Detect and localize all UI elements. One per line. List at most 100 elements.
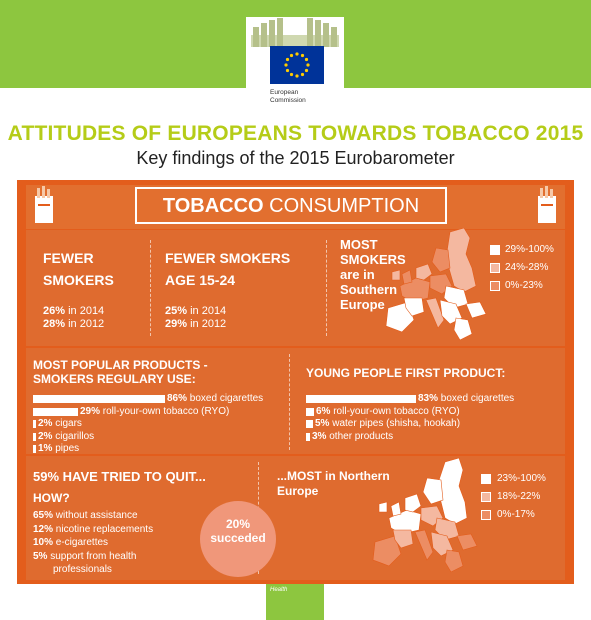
legend-label: 29%-100% (505, 244, 554, 255)
stat-text: in 2012 (187, 318, 227, 330)
divider (150, 240, 151, 336)
divider (326, 240, 327, 336)
product-label: 86% boxed cigarettes (167, 394, 263, 404)
stat-line: 28% in 2012 (43, 318, 104, 331)
popular-heading: MOST POPULAR PRODUCTS - SMOKERS REGULARY… (33, 358, 208, 386)
product-bar (33, 420, 36, 428)
legend-label: 23%-100% (497, 473, 546, 484)
legend-label: 0%-23% (505, 280, 543, 291)
product-value: 29% (80, 405, 101, 417)
product-value: 83% (418, 393, 439, 404)
heading-line: FEWER SMOKERS (165, 250, 291, 266)
divider (289, 354, 290, 450)
product-value: 5% (315, 418, 330, 429)
success-value: 20% (225, 517, 251, 531)
list-item: 12% nicotine replacements (33, 523, 153, 537)
eu-stars-icon (284, 52, 310, 78)
product-name: boxed cigarettes (187, 393, 264, 404)
heading-line: SMOKERS REGULARY USE: (33, 372, 196, 386)
quit-how: HOW? (33, 491, 70, 505)
stat-line: 26% in 2014 (43, 305, 104, 318)
south-line: are in (340, 267, 375, 282)
stat-value: 25% (165, 305, 188, 317)
legend-label: 18%-22% (497, 491, 541, 502)
product-value: 2% (38, 418, 53, 429)
list-item: 10% e-cigarettes (33, 536, 153, 550)
product-name: roll-your-own tobacco (RYO) (100, 405, 230, 417)
product-label: 83% boxed cigarettes (418, 394, 514, 404)
product-bar (306, 395, 416, 403)
europe-map-north (372, 457, 478, 573)
fewer-young-heading: FEWER SMOKERS AGE 15-24 (165, 247, 290, 291)
stat-value: 28% (43, 318, 66, 330)
page-title: ATTITUDES OF EUROPEANS TOWARDS TOBACCO 2… (7, 122, 584, 145)
consumption-section (26, 230, 565, 346)
south-line: SMOKERS (340, 252, 406, 267)
bottom-green-band (266, 584, 324, 620)
south-line: Europe (340, 297, 385, 312)
product-bar (306, 407, 314, 416)
quit-heading: 59% HAVE TRIED TO QUIT... (33, 469, 206, 484)
product-label: 2% cigars (38, 419, 82, 429)
product-value: 6% (316, 405, 331, 417)
product-name: roll-your-own tobacco (RYO) (330, 405, 460, 417)
section-title: TOBACCO CONSUMPTION (137, 195, 445, 218)
stat-text: in 2014 (187, 305, 227, 317)
legend-swatch-low (481, 510, 491, 520)
product-bar (33, 445, 36, 453)
cigarette-pack-icon (35, 186, 53, 223)
legend-swatch-low (490, 281, 500, 291)
method-label: support from health (47, 550, 137, 562)
fewer-smokers-heading: FEWER SMOKERS (43, 247, 114, 291)
product-name: cigarillos (52, 430, 95, 442)
south-line: Southern (340, 282, 398, 297)
commission-logo-text: European Commission (270, 89, 306, 105)
section-header-band (26, 185, 565, 229)
heading-line: SMOKERS (43, 272, 114, 288)
legend-swatch-mid (481, 492, 491, 502)
stat-text: in 2012 (65, 318, 105, 330)
commission-building-icon (251, 18, 339, 47)
stat-text: in 2014 (65, 305, 105, 317)
product-label: 29% roll-your-own tobacco (RYO) (80, 405, 230, 417)
quit-section (26, 456, 565, 580)
product-value: 2% (38, 430, 53, 442)
north-line: Europe (277, 484, 319, 498)
quit-methods-list: 65% without assistance 12% nicotine repl… (33, 509, 153, 577)
product-value: 86% (167, 393, 188, 404)
success-circle-text: 20% succeded (200, 517, 276, 545)
section-title-bold: TOBACCO (162, 195, 264, 217)
legend-swatch-mid (490, 263, 500, 273)
list-item: 5% support from health (33, 550, 153, 564)
list-item-continued: professionals (53, 564, 112, 575)
product-value: 1% (38, 443, 53, 454)
success-circle (200, 501, 276, 577)
legend-label: 24%-28% (505, 262, 549, 273)
stat-line: 29% in 2012 (165, 318, 226, 331)
heading-line: AGE 15-24 (165, 272, 236, 288)
method-label: e-cigarettes (53, 537, 109, 548)
product-label: 5% water pipes (shisha, hookah) (315, 419, 460, 429)
cigarette-pack-icon (538, 186, 556, 223)
page-subtitle: Key findings of the 2015 Eurobarometer (136, 148, 455, 168)
list-item: 65% without assistance (33, 509, 153, 523)
product-name: boxed cigarettes (438, 393, 515, 404)
method-value: 5% (33, 550, 48, 562)
product-label: 1% pipes (38, 444, 79, 454)
product-bar (33, 432, 36, 441)
method-value: 65% (33, 510, 54, 521)
product-bar (306, 420, 313, 428)
fewer-young-stats: 25% in 2014 29% in 2012 (165, 305, 226, 331)
legend-label: 0%-17% (497, 509, 535, 520)
method-value: 10% (33, 537, 54, 548)
eu-flag-icon (270, 46, 324, 84)
heading-line: FEWER (43, 250, 94, 266)
north-line: ...MOST in Northern (277, 469, 390, 483)
product-label: 6% roll-your-own tobacco (RYO) (316, 405, 460, 417)
product-name: cigars (52, 418, 82, 429)
section-title-box: TOBACCO CONSUMPTION (135, 187, 447, 224)
south-text: MOST SMOKERS are in Southern Europe (340, 237, 406, 312)
young-heading: YOUNG PEOPLE FIRST PRODUCT: (306, 366, 506, 380)
success-label: succeded (210, 531, 266, 545)
product-name: water pipes (shisha, hookah) (329, 418, 461, 429)
